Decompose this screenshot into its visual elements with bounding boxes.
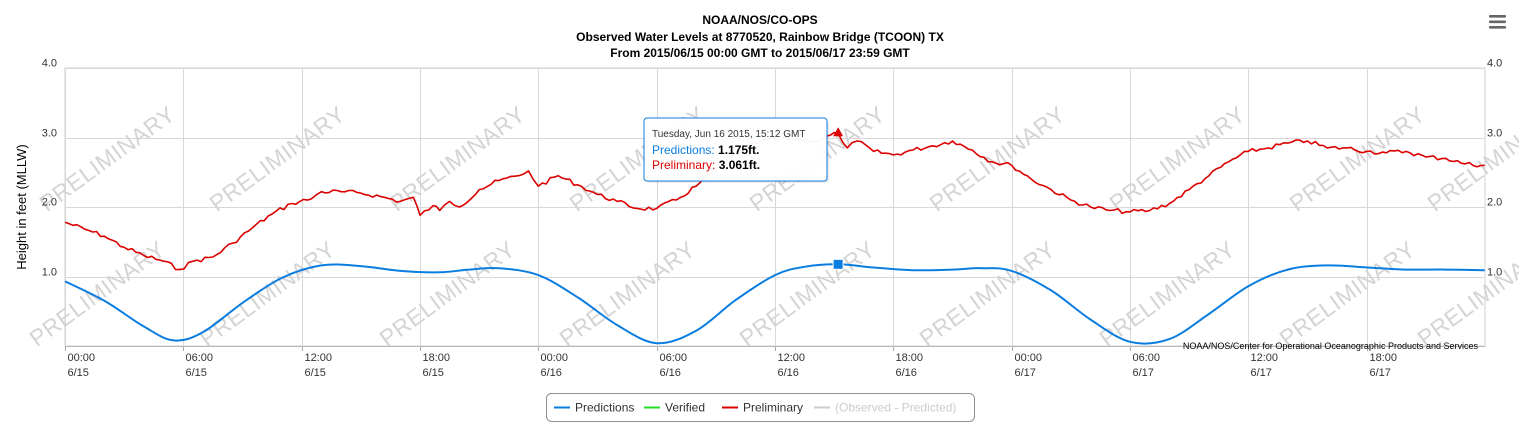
watermark-preliminary: PRELIMINARY xyxy=(1413,236,1519,352)
legend-label: Preliminary xyxy=(743,401,803,415)
y-tick-label-right: 2.0 xyxy=(1487,197,1502,209)
watermark-preliminary: PRELIMINARY xyxy=(555,236,701,352)
x-tick-label-time: 18:00 xyxy=(423,352,451,364)
chart-title: NOAA/NOS/CO-OPS xyxy=(702,13,817,27)
x-tick-label-date: 6/16 xyxy=(896,367,917,379)
legend-item-observed-predicted[interactable]: (Observed - Predicted) xyxy=(814,401,956,415)
x-tick-label-date: 6/16 xyxy=(778,367,799,379)
watermark-preliminary: PRELIMINARY xyxy=(925,101,1071,217)
x-tick-label-date: 6/15 xyxy=(186,367,207,379)
legend-label: Predictions xyxy=(575,401,634,415)
watermark-preliminary: PRELIMINARY xyxy=(1275,236,1421,352)
x-tick-label-time: 12:00 xyxy=(778,352,806,364)
y-axis-title: Height in feet (MLLW) xyxy=(14,144,29,269)
y-tick-label-left: 2.0 xyxy=(42,197,57,209)
x-tick-label-date: 6/15 xyxy=(68,367,89,379)
x-tick-label-time: 00:00 xyxy=(1015,352,1043,364)
watermark-preliminary: PRELIMINARY xyxy=(205,101,351,217)
watermark-preliminary: PRELIMINARY xyxy=(1285,101,1431,217)
axis-layer: 1.0 1.0 2.0 2.0 3.0 3.0 4.0 4.0 00:00 6/15 06:00 6/… xyxy=(42,58,1503,380)
tooltip-row-preliminary: Preliminary: 3.061ft. xyxy=(652,158,760,172)
x-tick-label-time: 00:00 xyxy=(68,352,96,364)
y-tick-label-left: 4.0 xyxy=(42,58,57,70)
x-tick-label-time: 00:00 xyxy=(541,352,569,364)
y-tick-label-right: 3.0 xyxy=(1487,128,1502,140)
watermark-preliminary: PRELIMINARY xyxy=(1095,236,1241,352)
chart-subtitle-daterange: From 2015/06/15 00:00 GMT to 2015/06/17 … xyxy=(610,46,910,60)
chart-menu-button[interactable] xyxy=(1484,10,1510,34)
watermark-preliminary: PRELIMINARY xyxy=(25,236,171,352)
legend-box xyxy=(546,393,975,422)
x-tick-label-time: 12:00 xyxy=(305,352,333,364)
x-tick-label-date: 6/16 xyxy=(660,367,681,379)
y-tick-label-right: 4.0 xyxy=(1487,58,1502,70)
hamburger-menu-icon xyxy=(1489,15,1506,29)
x-tick-label-date: 6/16 xyxy=(541,367,562,379)
x-tick-label-time: 06:00 xyxy=(1133,352,1161,364)
x-tick-label-date: 6/17 xyxy=(1370,367,1391,379)
x-tick-label-date: 6/17 xyxy=(1133,367,1154,379)
marker-layer xyxy=(832,127,844,270)
x-tick-label-time: 06:00 xyxy=(186,352,214,364)
tooltip: Tuesday, Jun 16 2015, 15:12 GMT Predictio… xyxy=(643,117,829,183)
tooltip-box xyxy=(643,117,828,182)
y-tick-label-right: 1.0 xyxy=(1487,267,1502,279)
legend-item-predictions[interactable]: Predictions xyxy=(554,401,634,415)
tooltip-row-predictions: Predictions: 1.175ft. xyxy=(652,143,759,157)
x-tick-label-time: 18:00 xyxy=(1370,352,1398,364)
chart-subtitle-station: Observed Water Levels at 8770520, Rainbo… xyxy=(576,30,944,44)
legend-item-preliminary[interactable]: Preliminary xyxy=(722,401,803,415)
x-tick-label-date: 6/17 xyxy=(1251,367,1272,379)
x-tick-label-date: 6/15 xyxy=(305,367,326,379)
chart-credit: NOAA/NOS/Center for Operational Oceanogr… xyxy=(1183,341,1479,351)
watermark-preliminary: PRELIMINARY xyxy=(375,236,521,352)
tooltip-date: Tuesday, Jun 16 2015, 15:12 GMT xyxy=(652,129,805,140)
y-tick-label-left: 3.0 xyxy=(42,128,57,140)
legend-label: Verified xyxy=(665,401,705,415)
x-tick-label-time: 06:00 xyxy=(660,352,688,364)
watermark-preliminary: PRELIMINARY xyxy=(735,236,881,352)
watermark-preliminary: PRELIMINARY xyxy=(195,236,341,352)
watermark-preliminary: PRELIMINARY xyxy=(915,236,1061,352)
series-line-predictions xyxy=(64,263,1485,345)
x-tick-label-time: 18:00 xyxy=(896,352,924,364)
x-tick-label-date: 6/17 xyxy=(1015,367,1036,379)
legend-label: (Observed - Predicted) xyxy=(835,401,956,415)
y-tick-label-left: 1.0 xyxy=(42,267,57,279)
hover-marker-preliminary xyxy=(833,127,844,137)
legend-item-verified[interactable]: Verified xyxy=(644,401,705,415)
x-tick-label-date: 6/15 xyxy=(423,367,444,379)
watermark-preliminary: PRELIMINARY xyxy=(1105,101,1251,217)
hover-marker-predictions xyxy=(832,258,844,270)
x-tick-label-time: 12:00 xyxy=(1251,352,1279,364)
legend: Predictions Verified Preliminary (Observed … xyxy=(546,393,975,422)
